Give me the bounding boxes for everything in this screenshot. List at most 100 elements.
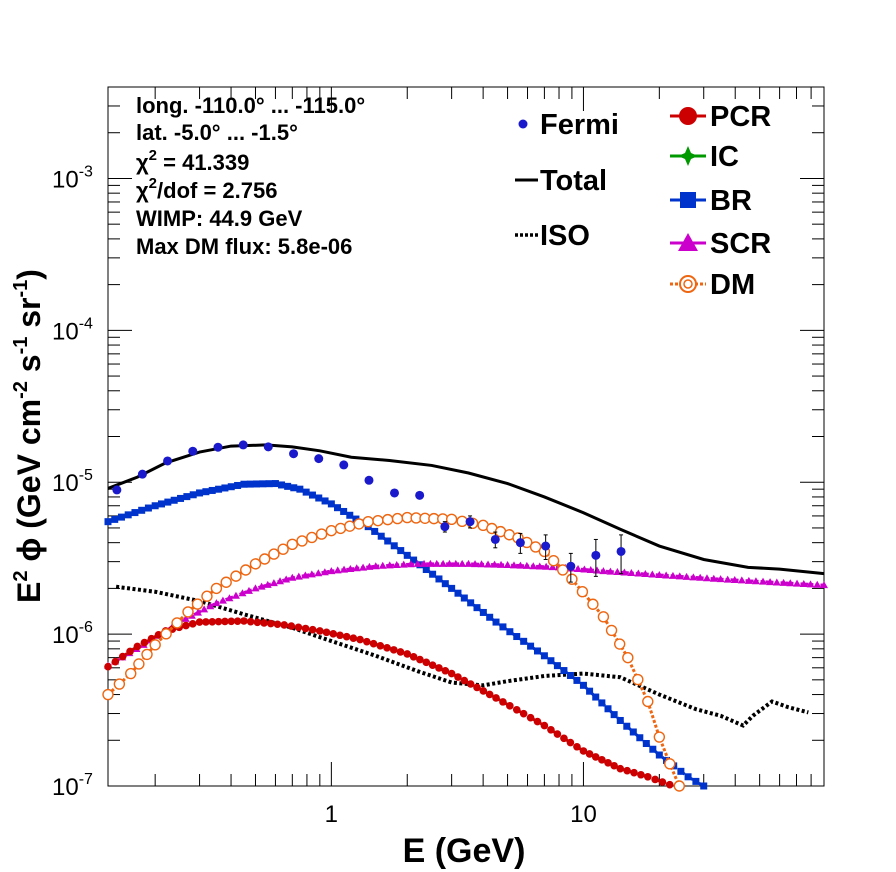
br-marker: [692, 777, 700, 785]
pcr-marker: [566, 738, 575, 747]
pcr-marker: [240, 617, 248, 625]
svg-text:PCR: PCR: [710, 101, 771, 133]
fermi-marker: [541, 541, 551, 551]
br-marker: [623, 722, 631, 730]
scr-marker: [503, 561, 512, 569]
pcr-marker: [623, 766, 631, 775]
dm-marker: [362, 515, 374, 528]
scr-marker: [786, 579, 795, 587]
scr-marker: [730, 576, 739, 584]
br-marker: [151, 502, 159, 510]
scr-marker: [238, 589, 247, 597]
br-marker: [566, 671, 574, 679]
pcr-marker: [280, 621, 289, 629]
scr-marker: [218, 596, 227, 604]
br-marker: [677, 767, 685, 775]
br-marker: [384, 537, 392, 545]
dm-marker: [191, 598, 204, 610]
scr-marker: [574, 564, 583, 572]
scr-marker: [702, 574, 711, 582]
fermi-marker: [112, 485, 122, 495]
pcr-marker: [526, 713, 535, 722]
annotation-max-dm-flux: Max DM flux: 5.8e-06: [136, 234, 352, 259]
pcr-marker: [447, 669, 456, 678]
pcr-marker: [598, 756, 606, 764]
scr-marker: [497, 560, 506, 568]
pcr-marker: [396, 648, 405, 656]
br-marker: [410, 556, 418, 564]
dm-marker: [325, 524, 338, 537]
pcr-marker: [126, 647, 134, 656]
br-marker: [616, 716, 624, 724]
br-marker: [441, 580, 449, 588]
dm-marker: [622, 651, 634, 664]
pcr-marker: [485, 690, 494, 699]
scr-marker: [385, 561, 394, 569]
pcr-marker: [227, 617, 236, 626]
pcr-marker: [422, 658, 431, 667]
dm-marker: [673, 780, 685, 792]
fermi-point: [314, 454, 324, 464]
pcr-marker: [273, 620, 282, 629]
fermi-marker: [440, 522, 450, 532]
scr-marker: [516, 561, 525, 569]
fermi-marker: [566, 561, 576, 571]
scr-marker: [813, 580, 822, 588]
y-tick-label: 10-4: [52, 315, 93, 345]
svg-text:DM: DM: [710, 269, 755, 301]
scr-marker: [294, 572, 303, 580]
pcr-marker: [208, 617, 217, 626]
br-marker: [520, 637, 528, 645]
pcr-marker: [441, 666, 450, 675]
dm-marker: [182, 606, 194, 618]
fermi-point: [415, 490, 425, 500]
fermi-marker: [465, 517, 475, 527]
scr-marker: [490, 560, 499, 568]
br-marker: [117, 513, 125, 521]
scr-marker: [420, 559, 429, 567]
fermi-marker: [163, 456, 173, 466]
pcr-marker: [506, 702, 514, 710]
pcr-marker: [573, 742, 581, 751]
fermi-point: [490, 531, 500, 549]
dm-marker: [277, 543, 289, 555]
pcr-marker: [533, 717, 542, 726]
svg-text:SCR: SCR: [710, 228, 771, 260]
series-dm: [102, 511, 685, 792]
br-marker: [334, 504, 342, 512]
legend-ic: IC: [670, 141, 739, 173]
series-scr: [104, 559, 828, 669]
br-marker: [265, 480, 273, 488]
dm-marker: [566, 573, 578, 585]
dm-marker: [344, 520, 356, 532]
scr-marker: [320, 568, 329, 576]
scr-marker: [662, 571, 671, 579]
scr-marker: [288, 573, 297, 581]
scr-marker: [365, 562, 374, 570]
fermi-point: [137, 469, 147, 479]
scr-marker: [413, 559, 422, 567]
fermi-marker: [616, 546, 626, 556]
svg-text:IC: IC: [710, 141, 739, 173]
br-marker: [435, 575, 443, 583]
br-marker: [592, 693, 600, 701]
fermi-marker: [188, 446, 198, 456]
dm-marker: [445, 513, 458, 526]
fermi-marker: [289, 449, 299, 459]
scr-marker: [737, 576, 746, 584]
pcr-marker: [512, 705, 521, 714]
br-marker: [131, 509, 139, 517]
dm-marker: [160, 628, 172, 640]
legend-iso: ISO: [515, 220, 590, 252]
fermi-point: [541, 534, 551, 560]
dm-marker: [296, 535, 308, 547]
scr-marker: [682, 572, 691, 580]
scr-marker: [716, 575, 725, 583]
fermi-marker: [490, 534, 500, 544]
scr-marker: [744, 576, 753, 584]
pcr-marker: [195, 618, 204, 626]
scr-marker: [779, 578, 788, 586]
br-marker: [177, 494, 185, 502]
pcr-marker: [416, 655, 424, 664]
pcr-marker: [182, 621, 190, 630]
